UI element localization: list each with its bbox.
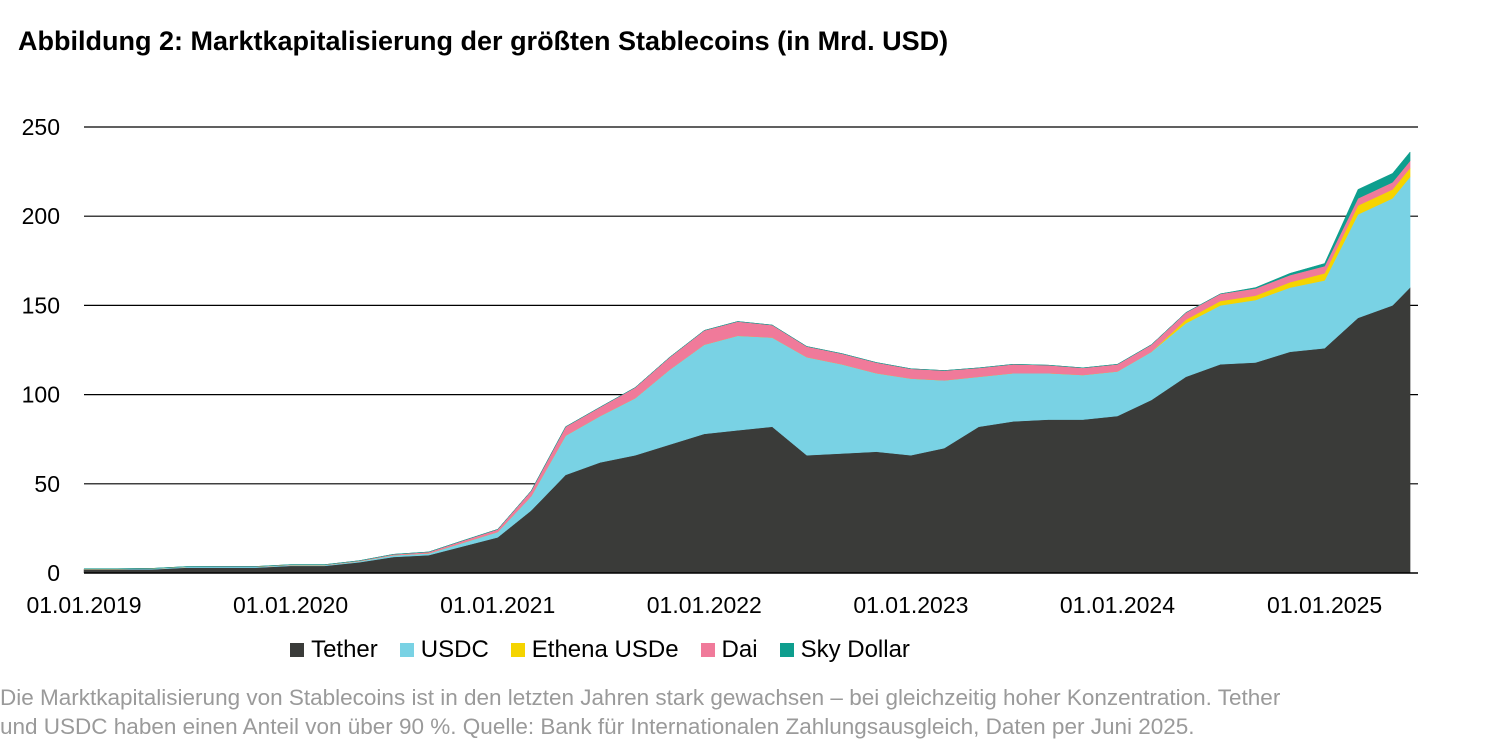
caption-line-2: und USDC haben einen Anteil von über 90 …	[0, 714, 1195, 739]
y-tick-label-150: 150	[22, 292, 60, 318]
x-tick-label-2022: 01.01.2022	[647, 592, 762, 618]
y-tick-label-100: 100	[22, 382, 60, 408]
stacked-area-chart: 0 50 100 150 200 250 01.01.2019 01.01.2020 01.01…	[22, 114, 1418, 618]
legend-label-sky-dollar: Sky Dollar	[800, 636, 910, 663]
y-tick-label-200: 200	[22, 203, 60, 229]
legend-swatch-usdc	[399, 643, 414, 657]
area-series-sky-dollar	[84, 151, 1411, 569]
y-tick-label-0: 0	[47, 560, 60, 586]
legend-item-tether: Tether	[290, 636, 378, 664]
caption: Die Marktkapitalisierung von Stablecoins…	[0, 683, 1500, 741]
x-tick-label-2020: 01.01.2020	[233, 592, 348, 618]
y-tick-label-250: 250	[22, 114, 60, 140]
x-tick-label-2025: 01.01.2025	[1267, 592, 1382, 618]
legend-swatch-sky-dollar	[779, 643, 794, 657]
y-tick-label-50: 50	[34, 471, 60, 497]
legend: Tether USDC Ethena USDe Dai Sky Dollar	[0, 636, 1200, 664]
x-tick-label-2021: 01.01.2021	[440, 592, 555, 618]
legend-item-sky-dollar: Sky Dollar	[779, 636, 910, 664]
legend-item-usdc: USDC	[399, 636, 489, 664]
chart-title: Abbildung 2: Marktkapitalisierung der gr…	[18, 26, 949, 56]
x-tick-label-2024: 01.01.2024	[1060, 592, 1175, 618]
legend-item-dai: Dai	[700, 636, 758, 664]
legend-item-ethena-usde: Ethena USDe	[510, 636, 679, 664]
caption-line-1: Die Marktkapitalisierung von Stablecoins…	[0, 685, 1281, 710]
legend-label-ethena-usde: Ethena USDe	[531, 636, 679, 663]
legend-label-dai: Dai	[721, 636, 758, 663]
legend-swatch-tether	[290, 643, 305, 657]
x-tick-label-2023: 01.01.2023	[853, 592, 968, 618]
x-tick-label-2019: 01.01.2019	[26, 592, 141, 618]
legend-swatch-dai	[700, 643, 715, 657]
legend-swatch-ethena-usde	[510, 643, 525, 657]
legend-label-tether: Tether	[311, 636, 378, 663]
legend-label-usdc: USDC	[420, 636, 489, 663]
